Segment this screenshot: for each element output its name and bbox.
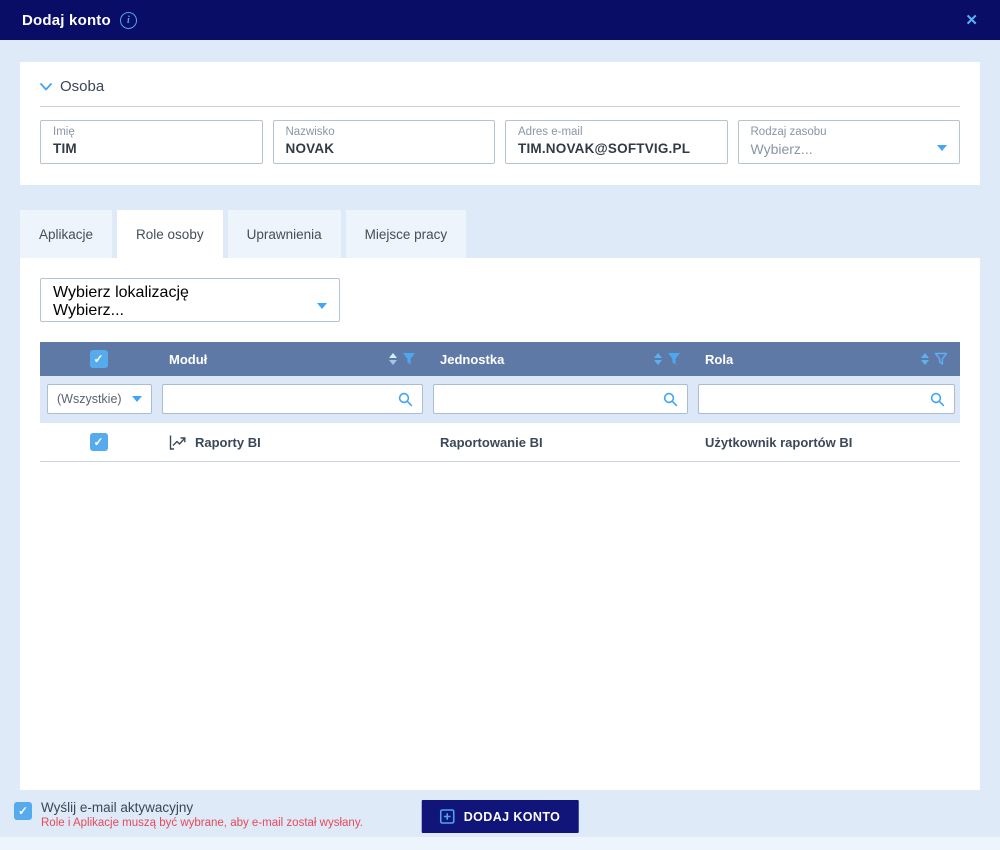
close-icon[interactable]: ✕	[965, 11, 978, 29]
search-icon	[663, 392, 678, 406]
location-select-value: Wybierz...	[53, 302, 124, 319]
send-activation-email-checkbox[interactable]: ✓	[14, 802, 32, 820]
send-activation-email-label: Wyślij e-mail aktywacyjny	[41, 800, 194, 815]
tab-miejsce-pracy[interactable]: Miejsce pracy	[345, 210, 467, 258]
email-field[interactable]: Adres e-mail TIM.NOVAK@SOFTVIG.PL	[505, 120, 728, 164]
select-all-filter-dropdown[interactable]: (Wszystkie)	[47, 384, 152, 414]
filter-icon[interactable]	[934, 352, 948, 366]
column-header-rola[interactable]: Rola	[693, 342, 960, 376]
last-name-field[interactable]: Nazwisko NOVAK	[272, 120, 495, 164]
module-name: Raporty BI	[195, 434, 261, 450]
divider	[40, 106, 960, 107]
column-header-jednostka[interactable]: Jednostka	[428, 342, 693, 376]
table-filter-row: (Wszystkie)	[40, 376, 960, 423]
jednostka-search-box	[433, 384, 688, 414]
column-label: Rola	[705, 351, 734, 367]
search-icon	[398, 392, 413, 406]
search-icon	[930, 392, 945, 406]
resource-type-label: Rodzaj zasobu	[750, 126, 827, 138]
rola-search-input[interactable]	[708, 390, 930, 408]
rola-search-box	[698, 384, 955, 414]
filter-icon[interactable]	[402, 352, 416, 366]
first-name-label: Imię	[53, 126, 75, 138]
chevron-down-icon	[937, 145, 947, 151]
section-title: Osoba	[60, 78, 105, 95]
email-value: TIM.NOVAK@SOFTVIG.PL	[518, 141, 691, 156]
dialog-header: Dodaj konto i ✕	[0, 0, 1000, 40]
role-tab-panel: Wybierz lokalizację Wybierz... ✓ Moduł J…	[20, 258, 980, 790]
resource-type-value: Wybierz...	[750, 141, 813, 157]
plus-square-icon	[439, 809, 455, 824]
column-label: Jednostka	[440, 351, 505, 367]
page-title: Dodaj konto	[22, 11, 111, 29]
sort-icon[interactable]	[921, 353, 929, 365]
table-header-row: ✓ Moduł Jednostka Rola	[40, 342, 960, 376]
table-row[interactable]: ✓ Raporty BI Raportowanie BI Użytkownik …	[40, 423, 960, 462]
location-select-label: Wybierz lokalizację	[53, 284, 189, 301]
tab-role-osoby[interactable]: Role osoby	[117, 210, 223, 258]
unit-cell: Raportowanie BI	[428, 435, 693, 450]
dialog-footer: ✓ Wyślij e-mail aktywacyjny Role i Aplik…	[0, 790, 1000, 837]
filter-icon[interactable]	[667, 352, 681, 366]
tab-aplikacje[interactable]: Aplikacje	[20, 210, 113, 258]
sort-icon[interactable]	[654, 353, 662, 365]
unit-name: Raportowanie BI	[440, 434, 543, 450]
person-section: Osoba Imię TIM Nazwisko NOVAK Adres e-ma…	[20, 62, 980, 185]
activation-email-note: Role i Aplikacje muszą być wybrane, aby …	[41, 817, 363, 829]
tab-bar: Aplikacje Role osoby Uprawnienia Miejsce…	[20, 210, 980, 258]
bi-report-chart-icon	[169, 435, 186, 450]
email-label: Adres e-mail	[518, 126, 583, 138]
column-header-modul[interactable]: Moduł	[157, 342, 428, 376]
column-label: Moduł	[169, 351, 208, 367]
first-name-field[interactable]: Imię TIM	[40, 120, 263, 164]
chevron-down-icon	[317, 303, 327, 309]
info-icon[interactable]: i	[119, 11, 137, 29]
tab-uprawnienia[interactable]: Uprawnienia	[227, 210, 341, 258]
chevron-down-icon	[132, 396, 142, 402]
add-account-button[interactable]: DODAJ KONTO	[421, 800, 579, 833]
location-select[interactable]: Wybierz lokalizację Wybierz...	[40, 278, 340, 322]
bottom-strip	[0, 837, 1000, 850]
sort-icon[interactable]	[389, 353, 397, 365]
add-account-button-label: DODAJ KONTO	[463, 809, 561, 824]
module-cell: Raporty BI	[157, 435, 428, 450]
last-name-value: NOVAK	[285, 141, 335, 156]
row-checkbox[interactable]: ✓	[89, 433, 108, 451]
modul-search-input[interactable]	[172, 390, 398, 408]
role-cell: Użytkownik raportów BI	[693, 435, 960, 450]
jednostka-search-input[interactable]	[443, 390, 663, 408]
modul-search-box	[162, 384, 423, 414]
select-all-checkbox[interactable]: ✓	[89, 350, 108, 368]
last-name-label: Nazwisko	[285, 126, 335, 138]
role-name: Użytkownik raportów BI	[705, 434, 853, 450]
chevron-down-icon[interactable]	[40, 82, 52, 91]
select-all-filter-value: (Wszystkie)	[57, 392, 122, 406]
first-name-value: TIM	[53, 141, 77, 156]
resource-type-select[interactable]: Rodzaj zasobu Wybierz...	[737, 120, 960, 164]
